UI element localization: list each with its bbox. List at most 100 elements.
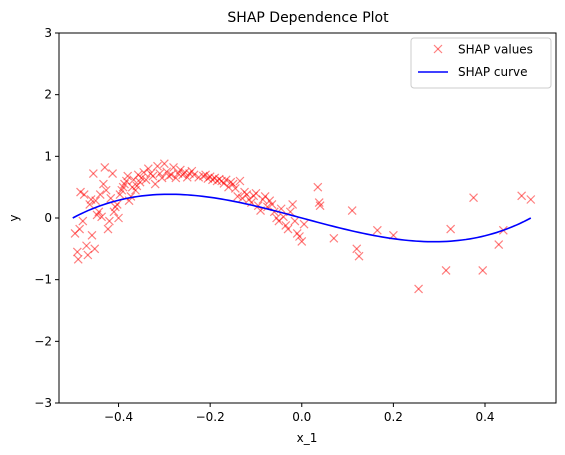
shap-value-point	[299, 219, 309, 229]
shap-value-point	[233, 191, 243, 201]
plot-area	[59, 33, 556, 403]
shap-value-point	[109, 207, 119, 217]
x-tick-label: 0.0	[292, 410, 311, 424]
shap-value-point	[526, 195, 536, 204]
shap-value-point	[171, 173, 181, 183]
scatter-series-shap-values	[70, 159, 536, 294]
shap-value-point	[123, 171, 133, 181]
shap-value-point	[290, 216, 300, 226]
shap-value-point	[267, 200, 277, 209]
shap-value-point	[97, 212, 107, 222]
shap-value-point	[242, 190, 252, 199]
legend-label-shap-values: SHAP values	[458, 43, 533, 57]
shap-value-point	[103, 224, 113, 234]
shap-value-point	[91, 196, 101, 206]
shap-value-point	[198, 171, 208, 181]
shap-value-point	[141, 175, 151, 185]
chart-title: SHAP Dependence Plot	[227, 10, 389, 26]
shap-value-point	[90, 244, 100, 254]
shap-value-point	[118, 182, 128, 192]
line-series-shap-curve	[72, 193, 532, 243]
shap-value-point	[347, 206, 357, 216]
y-tick-label: −2	[34, 334, 52, 348]
shap-value-point	[139, 167, 149, 177]
shap-value-point	[79, 190, 89, 199]
shap-value-point	[175, 165, 185, 175]
y-tick-label: 1	[44, 149, 52, 163]
shap-value-point	[283, 224, 293, 234]
shap-value-point	[164, 171, 174, 181]
y-tick-label: 0	[44, 211, 52, 225]
shap-value-point	[446, 224, 456, 234]
shap-value-point	[162, 167, 172, 177]
shap-value-point	[314, 198, 324, 208]
legend-box	[410, 37, 552, 89]
shap-value-point	[100, 163, 110, 172]
shap-value-point	[441, 265, 451, 275]
x-tick-label: 0.2	[384, 410, 403, 424]
shap-value-point	[313, 182, 323, 192]
y-tick-label: 2	[44, 88, 52, 102]
y-tick-label: −3	[34, 396, 52, 410]
y-axis-label: y	[7, 214, 21, 221]
legend: SHAP values SHAP curve	[410, 37, 552, 89]
shap-value-point	[288, 200, 298, 209]
x-tick-label: −0.2	[196, 410, 225, 424]
shap-value-point	[372, 225, 382, 235]
shap-value-point	[352, 244, 362, 254]
shap-value-point	[230, 183, 240, 193]
shap-value-point	[237, 193, 247, 203]
shap-value-point	[101, 185, 111, 195]
shap-value-point	[517, 191, 527, 201]
shap-value-point	[166, 170, 176, 180]
y-tick-label: −1	[34, 273, 52, 287]
shap-value-point	[117, 185, 127, 195]
shap-value-point	[228, 179, 238, 189]
shap-value-point	[189, 170, 199, 180]
shap-value-point	[99, 179, 108, 189]
shap-value-point	[148, 171, 158, 181]
shap-value-point	[235, 176, 245, 186]
shap-value-point	[95, 190, 105, 199]
shap-value-point	[73, 254, 83, 264]
shap-value-point	[224, 182, 233, 192]
shap-value-point	[169, 163, 178, 172]
shap-value-point	[157, 173, 167, 183]
shap-value-point	[114, 213, 123, 223]
shap-value-point	[155, 169, 165, 179]
shap-value-point	[354, 251, 364, 261]
shap-value-point	[315, 201, 325, 211]
shap-value-point	[153, 161, 162, 171]
shap-value-point	[478, 265, 488, 275]
shap-value-point	[329, 233, 339, 243]
x-tick-label: 0.4	[475, 410, 494, 424]
shap-value-point	[72, 247, 82, 257]
legend-marker-shap-values	[433, 44, 443, 54]
shap-value-point	[295, 232, 304, 241]
shap-value-point	[88, 169, 98, 179]
shap-value-point	[469, 193, 478, 203]
shap-value-point	[143, 164, 153, 174]
y-axis-ticks: −3 −2 −1 0 1 2 3	[34, 26, 59, 410]
shap-value-point	[104, 216, 114, 226]
x-axis-ticks: −0.4 −0.2 0.0 0.2 0.4	[104, 403, 495, 424]
shap-value-point	[253, 201, 263, 211]
x-tick-label: −0.4	[104, 410, 133, 424]
x-axis-label: x_1	[297, 431, 318, 445]
shap-value-point	[78, 216, 88, 226]
shap-curve-line	[72, 193, 532, 243]
shap-value-point	[297, 237, 307, 246]
shap-value-point	[137, 173, 146, 183]
shap-value-point	[126, 191, 136, 201]
shap-value-point	[87, 230, 97, 240]
shap-value-point	[94, 207, 104, 217]
shap-value-point	[108, 169, 118, 179]
shap-value-point	[82, 241, 91, 251]
shap-value-point	[414, 284, 424, 294]
shap-value-point	[221, 175, 231, 185]
shap-value-point	[85, 200, 95, 209]
legend-label-shap-curve: SHAP curve	[458, 65, 528, 79]
shap-value-point	[269, 207, 279, 217]
shap-value-point	[494, 240, 504, 249]
